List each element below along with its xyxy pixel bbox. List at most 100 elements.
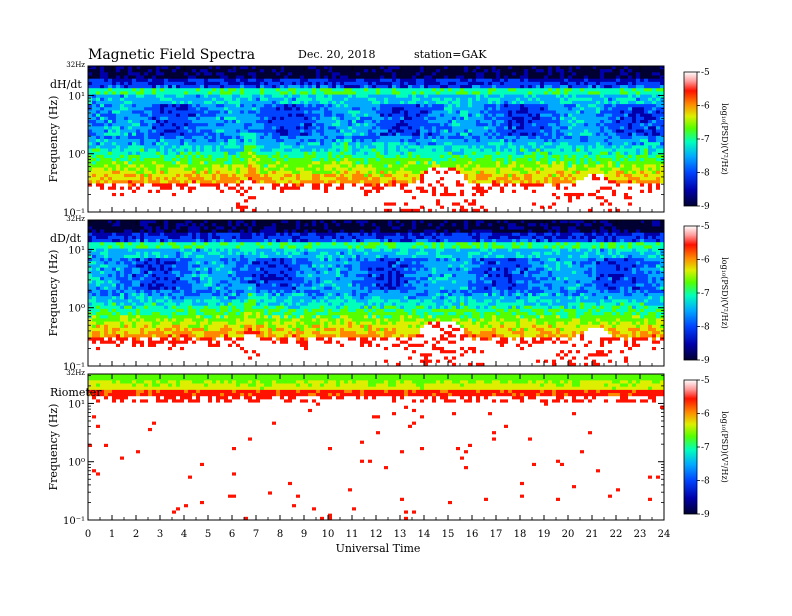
spectrogram-cell [228, 91, 232, 95]
spectrogram-cell [148, 95, 152, 99]
spectrogram-cell [340, 117, 344, 121]
spectrogram-cell [144, 152, 148, 156]
spectrogram-cell [420, 82, 424, 86]
spectrogram-cell [140, 129, 144, 133]
spectrogram-cell [144, 133, 148, 137]
spectrogram-cell [520, 76, 524, 80]
spectrogram-cell [348, 117, 352, 121]
spectrogram-cell [188, 104, 192, 108]
spectrogram-cell [444, 136, 448, 140]
spectrogram-cell [512, 152, 516, 156]
spectrogram-cell [396, 123, 400, 127]
spectrogram-cell [332, 95, 336, 99]
spectrogram-cell [216, 117, 220, 121]
spectrogram-cell [128, 82, 132, 86]
spectrogram-cell [108, 129, 112, 133]
spectrogram-cell [492, 180, 496, 184]
spectrogram-cell [336, 155, 340, 159]
spectrogram-cell [264, 196, 268, 200]
spectrogram-cell [208, 95, 212, 99]
spectrogram-cell [472, 202, 476, 206]
spectrogram-cell [136, 91, 140, 95]
spectrogram-cell [304, 85, 308, 89]
spectrogram-cell [516, 91, 520, 95]
spectrogram-cell [364, 133, 368, 137]
spectrogram-cell [512, 69, 516, 73]
spectrogram-cell [212, 174, 216, 178]
spectrogram-cell [432, 120, 436, 124]
spectrogram-cell [96, 117, 100, 121]
spectrogram-cell [232, 177, 236, 181]
spectrogram-cell [440, 117, 444, 121]
spectrogram-cell [452, 145, 456, 149]
spectrogram-cell [344, 164, 348, 168]
spectrogram-cell [404, 139, 408, 143]
spectrogram-cell [356, 98, 360, 102]
spectrogram-cell [448, 168, 452, 172]
spectrogram-cell [352, 199, 356, 203]
spectrogram-cell [348, 107, 352, 111]
spectrogram-cell [456, 168, 460, 172]
spectrogram-cell [312, 104, 316, 108]
spectrogram-cell [452, 91, 456, 95]
spectrogram-cell [168, 129, 172, 133]
spectrogram-cell [256, 202, 260, 206]
spectrogram-cell [376, 168, 380, 172]
spectrogram-cell [284, 190, 288, 194]
spectrogram-cell [244, 110, 248, 114]
spectrogram-cell [196, 155, 200, 159]
spectrogram-cell [232, 104, 236, 108]
spectrogram-cell [384, 180, 388, 184]
spectrogram-cell [268, 114, 272, 118]
spectrogram-cell [184, 129, 188, 133]
spectrogram-cell [480, 120, 484, 124]
spectrogram-cell [356, 133, 360, 137]
spectrogram-cell [136, 76, 140, 80]
spectrogram-cell [484, 91, 488, 95]
spectrogram-cell [428, 145, 432, 149]
spectrogram-cell [344, 193, 348, 197]
spectrogram-cell [212, 139, 216, 143]
spectrogram-cell [372, 183, 376, 187]
spectrogram-cell [156, 155, 160, 159]
spectrogram-cell [212, 155, 216, 159]
spectrogram-cell [264, 69, 268, 73]
spectrogram-cell [256, 101, 260, 105]
spectrogram-cell [412, 69, 416, 73]
spectrogram-cell [308, 149, 312, 153]
spectrogram-cell [316, 152, 320, 156]
spectrogram-cell [508, 177, 512, 181]
spectrogram-cell [200, 161, 204, 165]
spectrogram-cell [212, 161, 216, 165]
spectrogram-cell [444, 88, 448, 92]
spectrogram-cell [228, 145, 232, 149]
spectrogram-cell [240, 101, 244, 105]
spectrogram-cell [460, 174, 464, 178]
spectrogram-cell [184, 161, 188, 165]
spectrogram-cell [192, 104, 196, 108]
spectrogram-cell [380, 202, 384, 206]
spectrogram-cell [328, 133, 332, 137]
spectrogram-cell [232, 196, 236, 200]
spectrogram-cell [308, 123, 312, 127]
spectrogram-cell [428, 193, 432, 197]
spectrogram-cell [264, 155, 268, 159]
spectrogram-cell [336, 104, 340, 108]
spectrogram-cell [512, 199, 516, 203]
spectrogram-cell [260, 120, 264, 124]
spectrogram-cell [96, 95, 100, 99]
spectrogram-cell [464, 66, 468, 70]
spectrogram-cell [364, 177, 368, 181]
spectrogram-cell [256, 161, 260, 165]
spectrogram-cell [276, 88, 280, 92]
spectrogram-cell [488, 129, 492, 133]
spectrogram-cell [444, 177, 448, 181]
spectrogram-cell [404, 101, 408, 105]
spectrogram-cell [184, 104, 188, 108]
spectrogram-cell [180, 85, 184, 89]
spectrogram-cell [408, 155, 412, 159]
spectrogram-cell [264, 104, 268, 108]
spectrogram-cell [188, 199, 192, 203]
spectrogram-cell [456, 91, 460, 95]
spectrogram-cell [364, 88, 368, 92]
